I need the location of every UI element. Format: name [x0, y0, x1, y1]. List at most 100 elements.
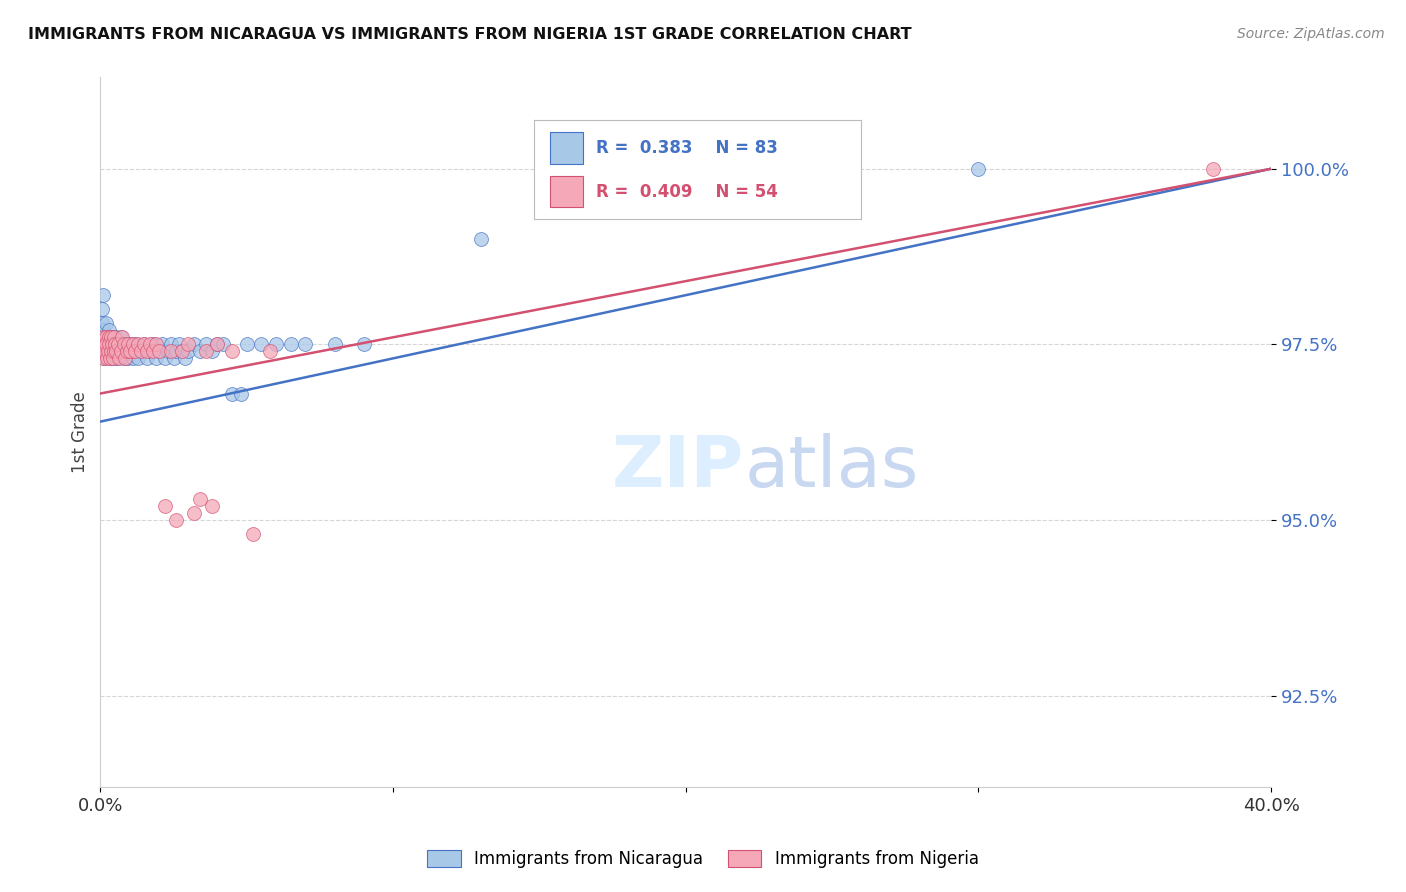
Point: [115, 344, 138, 359]
Point: [91, 330, 114, 344]
Point: [100, 344, 122, 359]
Point: [100, 330, 122, 344]
Point: [115, 337, 138, 351]
Point: [121, 351, 143, 366]
Point: [111, 330, 134, 344]
Point: [93, 344, 115, 359]
Point: [127, 351, 149, 366]
Legend: Immigrants from Nicaragua, Immigrants from Nigeria: Immigrants from Nicaragua, Immigrants fr…: [420, 843, 986, 875]
Point: [98, 337, 121, 351]
Point: [105, 330, 128, 344]
Point: [118, 344, 141, 359]
Point: [96, 337, 118, 351]
Text: IMMIGRANTS FROM NICARAGUA VS IMMIGRANTS FROM NIGERIA 1ST GRADE CORRELATION CHART: IMMIGRANTS FROM NICARAGUA VS IMMIGRANTS …: [28, 27, 911, 42]
Point: [104, 351, 127, 366]
Point: [94, 344, 117, 359]
Point: [117, 351, 139, 366]
Point: [91, 330, 114, 344]
Point: [103, 330, 125, 344]
Point: [105, 337, 128, 351]
Point: [194, 344, 217, 359]
Point: [97, 330, 120, 344]
Point: [242, 527, 264, 541]
Point: [150, 337, 173, 351]
Point: [139, 344, 162, 359]
Point: [93, 344, 115, 359]
Point: [101, 337, 124, 351]
Point: [100, 330, 122, 344]
Point: [91, 302, 114, 317]
Point: [96, 351, 118, 366]
Point: [153, 499, 176, 513]
Point: [967, 161, 990, 176]
Point: [172, 344, 194, 359]
Point: [280, 337, 302, 351]
Point: [165, 344, 187, 359]
Point: [104, 344, 127, 359]
Point: [207, 337, 229, 351]
Point: [200, 499, 222, 513]
Point: [100, 351, 122, 366]
Point: [94, 330, 117, 344]
Point: [98, 351, 121, 366]
Point: [107, 337, 129, 351]
Text: ZIP: ZIP: [612, 434, 744, 502]
Point: [229, 386, 252, 401]
Point: [136, 344, 159, 359]
Point: [108, 337, 131, 351]
Point: [96, 337, 118, 351]
Point: [110, 344, 132, 359]
Point: [148, 344, 170, 359]
Point: [108, 351, 131, 366]
Y-axis label: 1st Grade: 1st Grade: [72, 392, 89, 473]
Point: [145, 337, 167, 351]
Point: [97, 330, 120, 344]
Point: [250, 337, 273, 351]
Point: [93, 337, 115, 351]
Point: [107, 344, 129, 359]
Point: [91, 337, 114, 351]
Point: [93, 351, 115, 366]
Point: [91, 337, 114, 351]
Point: [806, 161, 828, 176]
Point: [103, 344, 125, 359]
Point: [156, 344, 179, 359]
Point: [148, 344, 170, 359]
Point: [139, 337, 162, 351]
Point: [235, 337, 257, 351]
Point: [96, 344, 118, 359]
Point: [134, 337, 156, 351]
Point: [98, 337, 121, 351]
Point: [159, 337, 181, 351]
Point: [188, 491, 211, 506]
Point: [107, 351, 129, 366]
Point: [104, 337, 127, 351]
Point: [183, 506, 205, 520]
Point: [112, 337, 135, 351]
Point: [93, 337, 115, 351]
Point: [172, 344, 194, 359]
Point: [112, 351, 135, 366]
Point: [124, 344, 146, 359]
Point: [323, 337, 346, 351]
Point: [96, 316, 118, 330]
Point: [169, 337, 191, 351]
Point: [90, 344, 112, 359]
Point: [259, 344, 281, 359]
Point: [353, 337, 375, 351]
Point: [294, 337, 316, 351]
Point: [91, 288, 114, 302]
Point: [97, 337, 120, 351]
Point: [110, 330, 132, 344]
Point: [131, 344, 153, 359]
Point: [153, 351, 176, 366]
Point: [221, 386, 243, 401]
Point: [103, 337, 125, 351]
Point: [122, 344, 145, 359]
Point: [131, 344, 153, 359]
Point: [264, 337, 287, 351]
Point: [101, 337, 124, 351]
Point: [134, 337, 156, 351]
Point: [98, 323, 121, 337]
Point: [659, 161, 682, 176]
